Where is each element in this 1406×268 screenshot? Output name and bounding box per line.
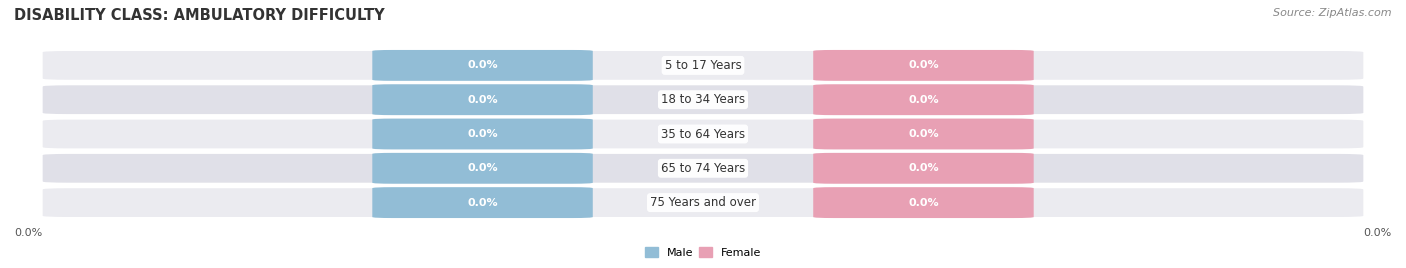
Text: 0.0%: 0.0% (908, 60, 939, 70)
FancyBboxPatch shape (42, 187, 1364, 218)
FancyBboxPatch shape (42, 153, 1364, 184)
Text: 0.0%: 0.0% (467, 129, 498, 139)
FancyBboxPatch shape (42, 50, 1364, 81)
FancyBboxPatch shape (813, 153, 1033, 184)
FancyBboxPatch shape (373, 153, 593, 184)
Text: 18 to 34 Years: 18 to 34 Years (661, 93, 745, 106)
FancyBboxPatch shape (42, 84, 1364, 115)
FancyBboxPatch shape (813, 50, 1033, 81)
FancyBboxPatch shape (373, 50, 593, 81)
Text: 0.0%: 0.0% (467, 163, 498, 173)
Text: 0.0%: 0.0% (467, 198, 498, 208)
Text: DISABILITY CLASS: AMBULATORY DIFFICULTY: DISABILITY CLASS: AMBULATORY DIFFICULTY (14, 8, 385, 23)
Text: 0.0%: 0.0% (908, 163, 939, 173)
Text: 5 to 17 Years: 5 to 17 Years (665, 59, 741, 72)
Text: 0.0%: 0.0% (908, 95, 939, 105)
FancyBboxPatch shape (42, 118, 1364, 150)
Text: 0.0%: 0.0% (14, 228, 42, 238)
FancyBboxPatch shape (373, 84, 593, 115)
FancyBboxPatch shape (813, 187, 1033, 218)
FancyBboxPatch shape (813, 118, 1033, 150)
Text: 0.0%: 0.0% (467, 60, 498, 70)
FancyBboxPatch shape (813, 84, 1033, 115)
Text: 35 to 64 Years: 35 to 64 Years (661, 128, 745, 140)
Text: 65 to 74 Years: 65 to 74 Years (661, 162, 745, 175)
Text: Source: ZipAtlas.com: Source: ZipAtlas.com (1274, 8, 1392, 18)
FancyBboxPatch shape (373, 118, 593, 150)
Text: 0.0%: 0.0% (908, 129, 939, 139)
FancyBboxPatch shape (373, 187, 593, 218)
Text: 0.0%: 0.0% (908, 198, 939, 208)
Legend: Male, Female: Male, Female (640, 243, 766, 262)
Text: 0.0%: 0.0% (467, 95, 498, 105)
Text: 0.0%: 0.0% (1364, 228, 1392, 238)
Text: 75 Years and over: 75 Years and over (650, 196, 756, 209)
